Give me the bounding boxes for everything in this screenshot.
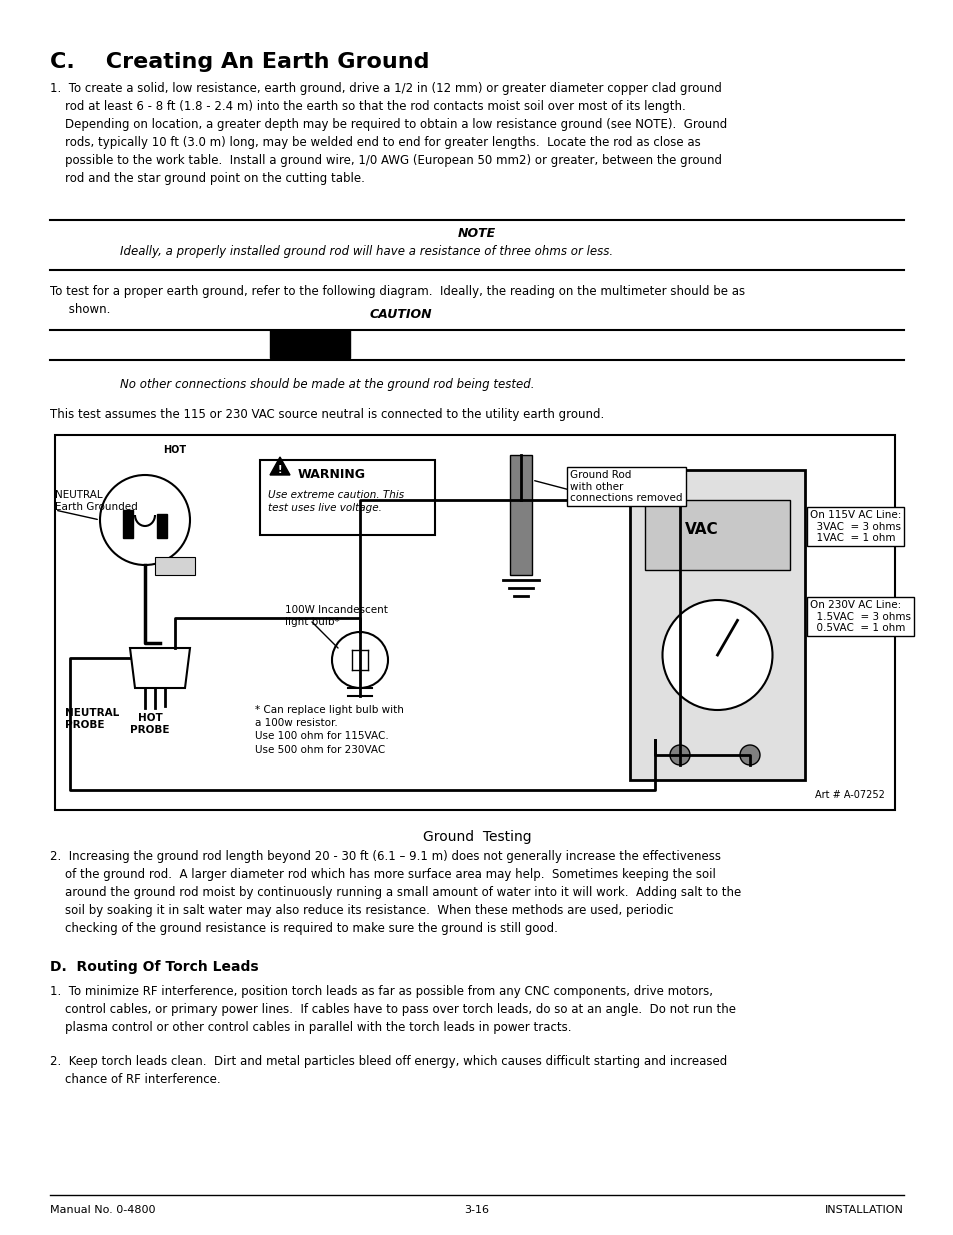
Text: D.  Routing Of Torch Leads: D. Routing Of Torch Leads [50, 960, 258, 974]
Bar [123, 510, 132, 538]
Text: INSTALLATION: INSTALLATION [824, 1205, 903, 1215]
Text: HOT
PROBE: HOT PROBE [131, 713, 170, 735]
Text: !: ! [277, 466, 282, 475]
Bar [270, 330, 350, 358]
Text: 2.  Keep torch leads clean.  Dirt and metal particles bleed off energy, which ca: 2. Keep torch leads clean. Dirt and meta… [50, 1055, 726, 1086]
Text: Manual No. 0-4800: Manual No. 0-4800 [50, 1205, 155, 1215]
Text: 100W Incandescent
light bulb*: 100W Incandescent light bulb* [285, 605, 388, 626]
Text: NEUTRAL
PROBE: NEUTRAL PROBE [65, 708, 119, 730]
Text: CAUTION: CAUTION [370, 308, 432, 321]
Text: C.    Creating An Earth Ground: C. Creating An Earth Ground [50, 52, 429, 72]
Text: To test for a proper earth ground, refer to the following diagram.  Ideally, the: To test for a proper earth ground, refer… [50, 285, 744, 316]
Text: 3-16: 3-16 [464, 1205, 489, 1215]
Bar [510, 454, 532, 576]
Text: Art # A-07252: Art # A-07252 [814, 790, 884, 800]
Circle shape [740, 745, 760, 764]
Bar [55, 435, 894, 810]
Text: * Can replace light bulb with
a 100w resistor.
Use 100 ohm for 115VAC.
Use 500 o: * Can replace light bulb with a 100w res… [254, 705, 403, 755]
Text: 1.  To create a solid, low resistance, earth ground, drive a 1/2 in (12 mm) or g: 1. To create a solid, low resistance, ea… [50, 82, 726, 185]
Text: 2.  Increasing the ground rod length beyond 20 - 30 ft (6.1 – 9.1 m) does not ge: 2. Increasing the ground rod length beyo… [50, 850, 740, 935]
Text: Ground Rod
with other
connections removed: Ground Rod with other connections remove… [569, 471, 681, 503]
Text: Ground  Testing: Ground Testing [422, 830, 531, 844]
Text: This test assumes the 115 or 230 VAC source neutral is connected to the utility : This test assumes the 115 or 230 VAC sou… [50, 408, 603, 421]
Polygon shape [270, 457, 290, 475]
Text: WARNING: WARNING [297, 468, 366, 480]
Text: HOT: HOT [163, 445, 187, 454]
Circle shape [100, 475, 190, 564]
Text: Ideally, a properly installed ground rod will have a resistance of three ohms or: Ideally, a properly installed ground rod… [120, 245, 613, 258]
Circle shape [332, 632, 388, 688]
Bar [154, 557, 194, 576]
Bar [644, 500, 789, 571]
Circle shape [669, 745, 689, 764]
Text: VAC: VAC [684, 522, 718, 537]
Bar [157, 514, 167, 538]
Text: NEUTRAL
Earth Grounded: NEUTRAL Earth Grounded [55, 490, 137, 511]
Text: Use extreme caution. This
test uses live voltage.: Use extreme caution. This test uses live… [268, 490, 404, 514]
Text: No other connections should be made at the ground rod being tested.: No other connections should be made at t… [120, 378, 534, 391]
Text: On 230V AC Line:
  1.5VAC  = 3 ohms
  0.5VAC  = 1 ohm: On 230V AC Line: 1.5VAC = 3 ohms 0.5VAC … [809, 600, 910, 634]
Circle shape [661, 600, 772, 710]
Bar [629, 471, 804, 781]
Text: On 115V AC Line:
  3VAC  = 3 ohms
  1VAC  = 1 ohm: On 115V AC Line: 3VAC = 3 ohms 1VAC = 1 … [809, 510, 901, 543]
Text: 1.  To minimize RF interference, position torch leads as far as possible from an: 1. To minimize RF interference, position… [50, 986, 735, 1034]
Polygon shape [130, 648, 190, 688]
FancyBboxPatch shape [260, 459, 435, 535]
Text: NOTE: NOTE [457, 227, 496, 240]
